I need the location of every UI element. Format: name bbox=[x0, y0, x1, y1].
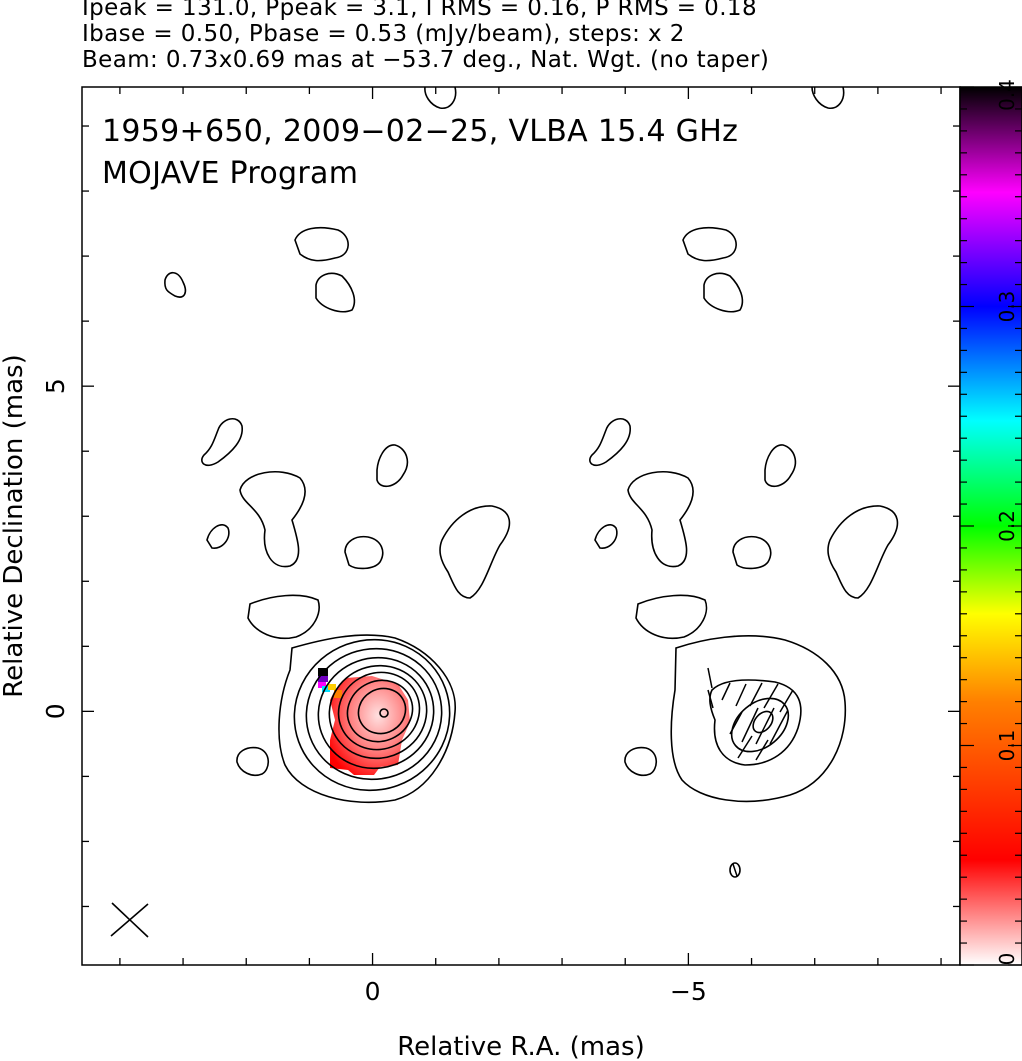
evpa-tick bbox=[707, 667, 713, 689]
x-axis-label: Relative R.A. (mas) bbox=[397, 1032, 644, 1061]
beam-ellipse-marker bbox=[110, 902, 149, 938]
evpa-tick bbox=[735, 683, 747, 707]
evpa-tick bbox=[741, 707, 759, 743]
stokes-i-contour bbox=[439, 505, 511, 599]
evpa-tick bbox=[749, 682, 763, 707]
y-tick-labels: 05 bbox=[41, 378, 70, 719]
polarized-intensity-contour bbox=[729, 862, 741, 878]
plot-area bbox=[110, 87, 899, 938]
stokes-i-contour bbox=[278, 634, 456, 804]
evpa-tick bbox=[707, 689, 714, 709]
x-tick-label: −5 bbox=[670, 977, 707, 1006]
evpa-ticks bbox=[707, 667, 794, 877]
stokes-i-contour bbox=[239, 470, 306, 568]
colorbar-tick-label: 0.1 bbox=[995, 730, 1019, 762]
stokes-i-contour bbox=[357, 687, 407, 735]
evpa-tick bbox=[729, 711, 743, 735]
polarized-intensity-contour bbox=[764, 444, 797, 488]
colorbar-tick-label: 0.3 bbox=[995, 291, 1019, 323]
polarized-intensity-contour bbox=[827, 505, 899, 599]
panel-subtitle: MOJAVE Program bbox=[102, 156, 358, 191]
stokes-i-contour bbox=[294, 226, 349, 262]
polarized-intensity-contour bbox=[709, 679, 802, 766]
x-tick-labels: 0 −5 bbox=[365, 977, 707, 1006]
x-tick-label: 0 bbox=[365, 977, 381, 1006]
plot-frame bbox=[81, 86, 961, 966]
y-axis-label: Relative Declination (mas) bbox=[0, 354, 29, 697]
polarized-intensity-contour bbox=[627, 470, 694, 568]
fracpol-pixel bbox=[318, 682, 326, 688]
colorbar-tick-label: 0.2 bbox=[995, 510, 1019, 542]
polarized-intensity-contour bbox=[682, 226, 737, 262]
polarized-intensity-contour bbox=[670, 635, 847, 803]
stokes-i-contour bbox=[305, 647, 443, 781]
stokes-i-contour bbox=[346, 679, 414, 743]
colorbar-tick-label: 0.4 bbox=[995, 79, 1019, 111]
evpa-tick bbox=[769, 709, 789, 745]
evpa-tick bbox=[779, 689, 794, 713]
stokes-i-contour bbox=[376, 444, 409, 488]
y-tick-label: 5 bbox=[41, 378, 70, 394]
stokes-i-contour bbox=[424, 87, 457, 110]
header-line-3: Beam: 0.73x0.69 mas at −53.7 deg., Nat. … bbox=[82, 47, 770, 73]
polarized-intensity-contour bbox=[635, 594, 708, 639]
evpa-tick bbox=[721, 682, 731, 701]
y-tick-label: 0 bbox=[41, 703, 70, 719]
stokes-i-contour bbox=[164, 271, 187, 298]
evpa-tick bbox=[755, 707, 775, 745]
stokes-i-contour bbox=[247, 594, 320, 639]
stokes-i-contour bbox=[317, 656, 435, 770]
stokes-i-contour bbox=[206, 524, 230, 549]
polarized-intensity-contour bbox=[594, 524, 618, 549]
stokes-i-contour bbox=[315, 272, 356, 313]
stokes-i-contour bbox=[379, 708, 389, 718]
stokes-i-contour bbox=[236, 746, 270, 777]
fracpol-pixel bbox=[334, 690, 342, 698]
stokes-i-contour bbox=[201, 418, 243, 467]
stokes-i-contour bbox=[293, 638, 451, 792]
header-line-1: Ipeak = 131.0, Ppeak = 3.1, I RMS = 0.16… bbox=[82, 0, 757, 21]
panel-title: 1959+650, 2009−02−25, VLBA 15.4 GHz bbox=[102, 114, 738, 149]
evpa-tick bbox=[763, 683, 779, 709]
polarized-intensity-contour bbox=[752, 710, 774, 734]
stokes-i-contour bbox=[337, 671, 421, 751]
header-line-2: Ibase = 0.50, Pbase = 0.53 (mJy/beam), s… bbox=[82, 21, 685, 47]
fracpol-pixel bbox=[328, 684, 336, 690]
polarized-intensity-contour bbox=[732, 535, 772, 570]
evpa-tick bbox=[737, 735, 753, 759]
colorbar-tick-label: 0 bbox=[995, 953, 1019, 966]
evpa-tick bbox=[732, 863, 738, 877]
stokes-i-contour bbox=[344, 535, 384, 570]
polarized-intensity-contour bbox=[703, 272, 744, 313]
polarized-intensity-contour bbox=[624, 746, 658, 777]
axis-ticks bbox=[82, 87, 960, 965]
polarized-intensity-contour bbox=[811, 87, 845, 110]
evpa-tick bbox=[755, 739, 769, 761]
polarized-intensity-contour bbox=[589, 418, 631, 467]
fracpol-pixel bbox=[322, 686, 330, 692]
colorbar-ticks: 0 0.1 0.2 0.3 0.4 bbox=[960, 79, 1022, 966]
stokes-i-contour bbox=[328, 664, 428, 760]
fracpol-pixel bbox=[318, 676, 328, 682]
